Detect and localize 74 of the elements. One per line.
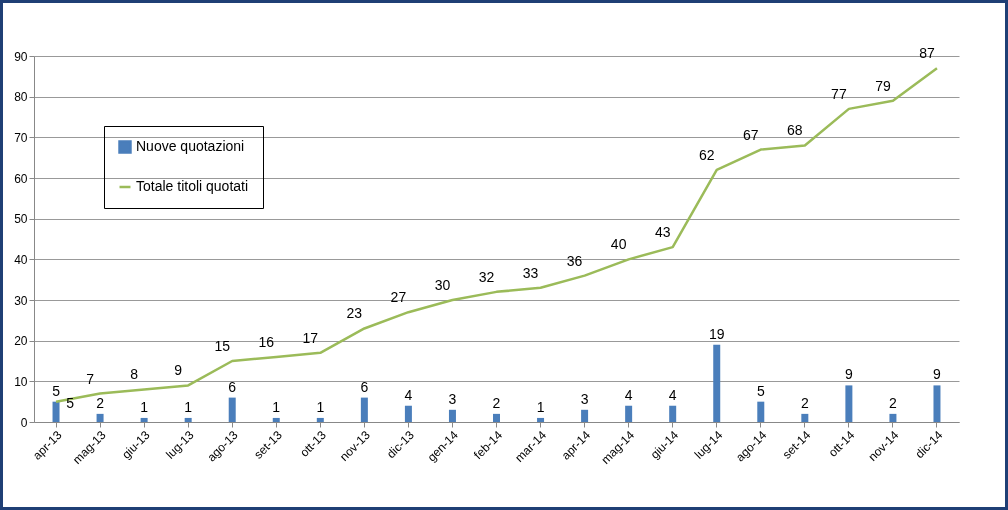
data-label: 6 (360, 378, 369, 395)
data-label: 7 (86, 370, 95, 387)
bar (140, 417, 148, 422)
bar (228, 397, 236, 422)
data-label: 30 (434, 277, 451, 293)
bar (757, 401, 765, 422)
y-tick-label: 10 (14, 374, 28, 389)
data-label: 16 (258, 333, 275, 350)
y-tick-label: 20 (14, 334, 28, 349)
data-label: 33 (522, 264, 539, 281)
y-tick-label: 50 (14, 212, 28, 227)
data-label: 2 (889, 394, 898, 411)
data-label: 1 (272, 398, 281, 415)
data-label: 3 (580, 390, 589, 407)
data-label: 27 (390, 289, 407, 306)
bar (360, 397, 368, 422)
bar (404, 405, 412, 422)
data-label: 32 (478, 268, 495, 285)
data-label: 1 (140, 398, 149, 415)
data-label: 17 (302, 329, 319, 346)
data-label: 1 (316, 398, 325, 415)
data-label: 4 (624, 386, 633, 403)
bar (96, 413, 104, 422)
bar (889, 413, 897, 422)
data-label: 6 (228, 378, 237, 395)
y-tick-label: 40 (14, 252, 28, 267)
data-label: 5 (756, 382, 765, 399)
data-label: 62 (698, 146, 715, 163)
y-tick-label: 60 (14, 171, 28, 186)
data-label: 2 (492, 394, 501, 411)
data-label: 3 (448, 390, 457, 407)
data-label: 40 (610, 236, 627, 253)
data-label: 36 (566, 252, 583, 269)
data-label: 23 (346, 305, 363, 322)
bar (845, 385, 853, 422)
bar (581, 409, 589, 422)
data-label: 4 (404, 386, 413, 403)
data-label: 9 (844, 366, 853, 383)
bar (933, 385, 941, 422)
data-label: 77 (831, 85, 847, 102)
bar (316, 417, 324, 422)
bar (184, 417, 192, 422)
bar (272, 417, 280, 422)
data-label: 4 (668, 386, 677, 403)
data-label: 67 (743, 126, 759, 143)
bar (669, 405, 677, 422)
data-label: 2 (800, 394, 809, 411)
data-label: 1 (184, 398, 193, 415)
y-tick-label: 70 (14, 130, 28, 145)
bar (493, 413, 500, 422)
data-label: 1 (536, 398, 545, 415)
data-label: 9 (933, 366, 942, 383)
bar (448, 409, 456, 422)
y-tick-label: 80 (14, 90, 28, 105)
data-label: 15 (214, 338, 231, 354)
data-label: 8 (130, 366, 139, 383)
bar (537, 417, 545, 422)
y-tick-label: 90 (14, 49, 28, 64)
y-tick-label: 30 (14, 293, 28, 308)
data-label: 19 (708, 325, 725, 342)
data-label: 79 (875, 77, 891, 94)
data-label: 68 (787, 122, 803, 139)
data-label: 87 (919, 45, 935, 62)
data-label: 5 (52, 382, 61, 399)
data-label: 2 (96, 394, 105, 411)
legend-label: Totale titoli quotati (136, 178, 249, 194)
data-label: 9 (174, 362, 183, 379)
bar (713, 344, 721, 422)
bar (801, 413, 809, 422)
data-label: 43 (654, 224, 671, 241)
bar (52, 401, 60, 422)
y-tick-label: 0 (20, 415, 28, 430)
legend-label: Nuove quotazioni (136, 138, 245, 154)
bar (625, 405, 633, 422)
